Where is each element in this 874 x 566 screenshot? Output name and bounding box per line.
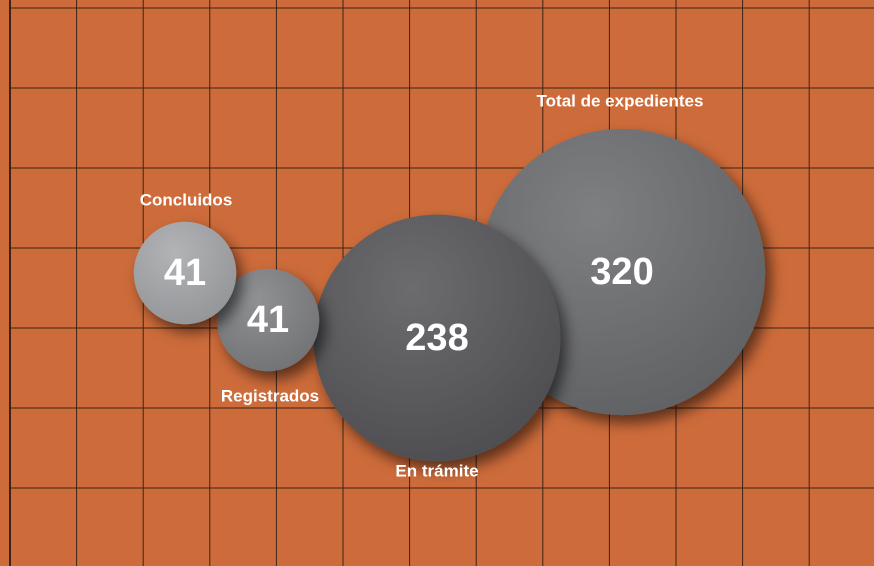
bubble-shade xyxy=(216,268,320,372)
value-label: 320 xyxy=(590,251,653,293)
category-label: Registrados xyxy=(221,386,319,405)
category-label: Total de expedientes xyxy=(537,91,704,110)
category-label: Concluidos xyxy=(140,190,233,209)
bubbles: 320 Total de expedientes 238 En trámite 41 Re… xyxy=(133,91,766,480)
value-label: 41 xyxy=(247,299,289,341)
value-label: 41 xyxy=(164,252,206,294)
category-label: En trámite xyxy=(395,461,478,480)
bubble-shade xyxy=(133,221,237,325)
bubble-shade xyxy=(313,214,561,462)
value-label: 238 xyxy=(405,317,468,359)
